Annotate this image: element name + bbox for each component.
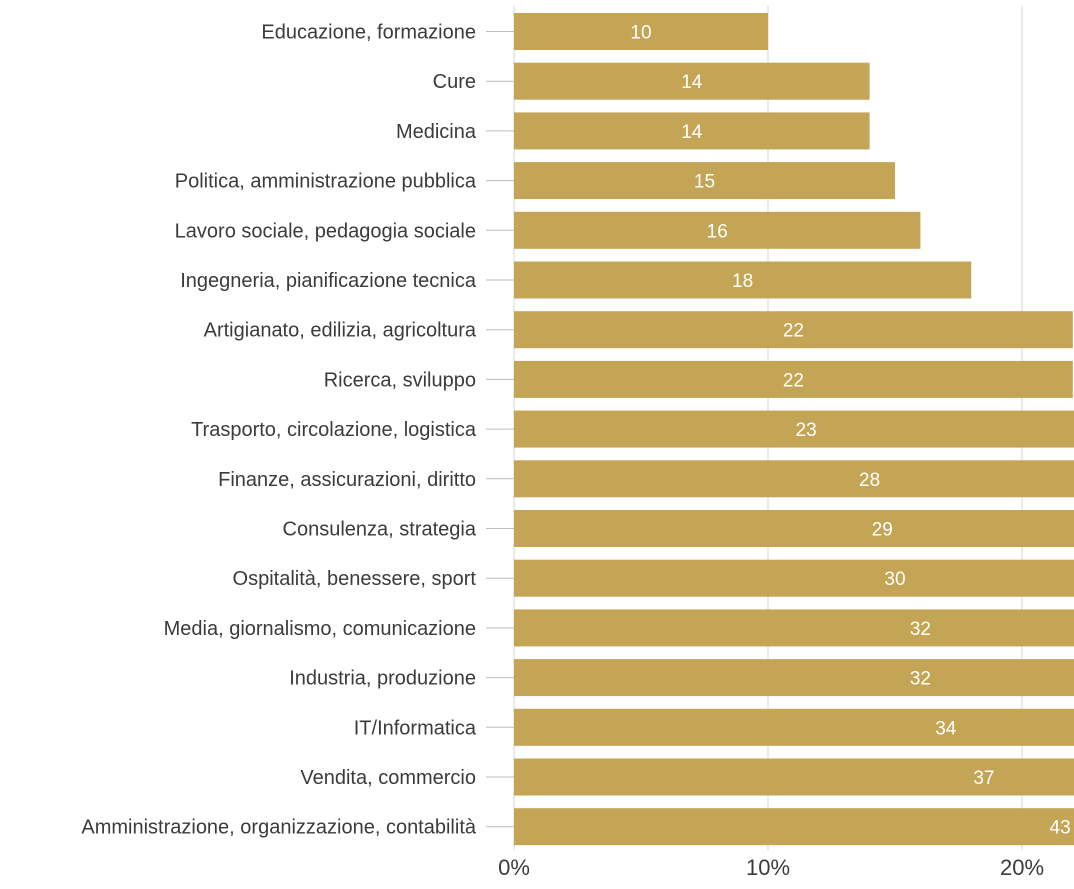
bar (514, 808, 1074, 846)
category-label: IT/Informatica (354, 717, 477, 739)
category-label: Ricerca, sviluppo (324, 369, 476, 391)
bar (514, 62, 870, 100)
bar (514, 311, 1073, 349)
category-label: Artigianato, edilizia, agricoltura (204, 320, 477, 342)
x-axis: 0%10%20%30%40% (486, 31, 1044, 880)
value-label: 43 (1050, 818, 1071, 839)
category-label: Lavoro sociale, pedagogia sociale (175, 220, 476, 242)
x-tick-label: 20% (1000, 855, 1044, 880)
bar (514, 13, 768, 50)
bar (514, 112, 870, 150)
value-label: 28 (859, 470, 880, 491)
bar (514, 162, 895, 200)
category-label: Medicina (396, 121, 477, 143)
value-label: 23 (796, 420, 817, 441)
value-label: 37 (973, 768, 994, 789)
value-label: 10 (630, 23, 651, 44)
bar (514, 708, 1074, 746)
x-tick-label: 10% (746, 855, 790, 880)
bar (514, 410, 1074, 448)
category-label: Ingegneria, pianificazione tecnica (180, 270, 477, 292)
label-layer: Educazione, formazione 10 Cure 14 Medicina 14… (81, 22, 1070, 839)
category-label: Consulenza, strategia (283, 519, 477, 541)
category-label: Politica, amministrazione pubblica (175, 171, 477, 193)
bar (514, 460, 1074, 498)
category-label: Vendita, commercio (300, 767, 476, 789)
value-label: 30 (884, 569, 905, 590)
value-label: 32 (910, 619, 931, 640)
category-label: Ospitalità, benessere, sport (233, 568, 477, 590)
value-label: 22 (783, 370, 804, 391)
value-label: 16 (707, 221, 728, 242)
bar (514, 510, 1074, 547)
category-label: Media, giornalismo, comunicazione (164, 618, 476, 640)
category-label: Educazione, formazione (261, 22, 476, 44)
value-label: 32 (910, 669, 931, 690)
value-label: 15 (694, 172, 715, 193)
value-label: 14 (681, 72, 703, 93)
category-label: Amministrazione, organizzazione, contabi… (81, 817, 477, 839)
category-label: Industria, produzione (289, 668, 476, 690)
value-label: 14 (681, 122, 703, 143)
bar (514, 609, 1074, 647)
bar (514, 360, 1073, 398)
bar-layer (514, 13, 1074, 846)
category-label: Finanze, assicurazioni, diritto (218, 469, 476, 491)
category-label: Cure (433, 71, 476, 93)
value-label: 29 (872, 520, 893, 541)
value-label: 34 (935, 718, 957, 739)
value-label: 22 (783, 321, 804, 342)
bar (514, 758, 1074, 796)
bar (514, 559, 1074, 597)
category-label: Trasporto, circolazione, logistica (191, 419, 477, 441)
x-tick-label: 0% (498, 855, 530, 880)
bar (514, 659, 1074, 697)
value-label: 18 (732, 271, 753, 292)
bar (514, 211, 921, 249)
bar (514, 261, 972, 299)
